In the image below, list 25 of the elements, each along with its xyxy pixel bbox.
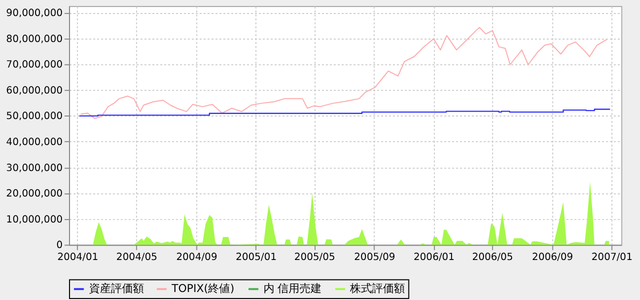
x-tick-label: 2005/01 [236, 252, 277, 263]
y-tick-label: 20,000,000 [6, 188, 63, 200]
y-tick-label: 60,000,000 [6, 85, 63, 96]
legend-label: TOPIX(終値) [170, 282, 234, 296]
x-tick-label: 2006/05 [472, 252, 514, 263]
x-tick-label: 2004/09 [176, 252, 218, 263]
legend-label: 資産評価額 [88, 282, 144, 296]
y-tick-label: 0 [56, 240, 63, 252]
y-tick-label: 40,000,000 [6, 136, 63, 148]
x-tick-label: 2004/05 [116, 252, 158, 263]
y-tick-label: 70,000,000 [6, 60, 63, 71]
legend-label: 内 信用売建 [263, 282, 322, 296]
x-tick-label: 2005/05 [294, 252, 336, 263]
legend-label: 株式評価額 [349, 282, 406, 296]
x-tick-label: 2004/01 [57, 252, 98, 263]
y-tick-label: 80,000,000 [6, 34, 63, 45]
y-tick-label: 50,000,000 [6, 111, 63, 122]
x-tick-label: 2006/09 [532, 252, 574, 263]
x-tick-label: 2006/01 [414, 252, 455, 263]
x-tick-label: 2007/01 [592, 252, 632, 263]
y-tick-label: 10,000,000 [6, 214, 63, 226]
x-tick-label: 2005/09 [354, 252, 396, 263]
y-tick-label: 90,000,000 [6, 8, 63, 19]
y-tick-label: 30,000,000 [6, 162, 63, 174]
line-series [80, 26, 608, 120]
